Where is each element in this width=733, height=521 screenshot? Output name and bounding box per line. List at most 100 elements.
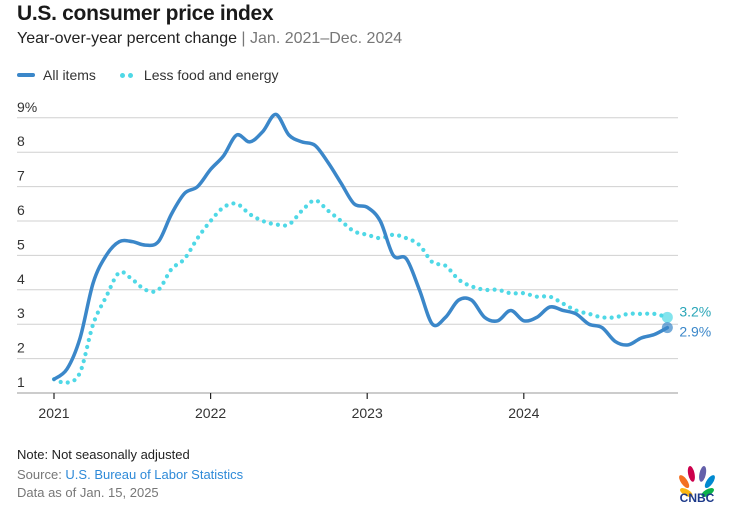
data-point-all-items [457,298,461,302]
data-point-core [235,202,239,206]
data-point-core [287,222,291,226]
end-label-core: 3.2% [679,303,711,319]
source-prefix: Source: [17,467,66,482]
data-point-core [117,271,121,275]
end-labels: 3.2% 2.9% [661,303,711,340]
data-point-all-items [169,212,173,216]
end-marker-core [661,311,673,323]
data-point-core [104,295,108,299]
data-point-all-items [209,167,213,171]
data-point-all-items [352,202,356,206]
footnote: Note: Not seasonally adjusted [17,447,190,462]
x-tick-label: 2024 [508,405,539,421]
data-point-all-items [183,191,187,195]
x-tick-label: 2023 [352,405,383,421]
data-point-all-items [156,240,160,244]
x-tick-label: 2021 [38,405,69,421]
data-point-all-items [130,240,134,244]
data-point-core [470,284,474,288]
data-point-all-items [365,205,369,209]
cnbc-wordmark: CNBC [680,491,715,505]
data-point-core [496,288,500,292]
line-chart: 1 2 3 4 5 6 7 8 9% 2021 2022 2023 2024 3.2% 2.9% [17,99,711,421]
data-point-core [639,312,643,316]
data-point-all-items [535,315,539,319]
data-point-core [391,233,395,237]
data-point-all-items [522,319,526,323]
data-point-core [326,209,330,213]
data-point-all-items [143,243,147,247]
cnbc-logo: CNBC [679,466,715,505]
data-point-core [156,288,160,292]
data-point-core [65,381,69,385]
legend-swatch-solid-line [17,73,35,77]
data-point-all-items [91,281,95,285]
data-point-core [378,236,382,240]
y-tick-label: 9% [17,99,37,115]
data-point-core [522,291,526,295]
data-point-all-items [339,181,343,185]
chart-subtitle: Year-over-year percent change | Jan. 202… [17,30,402,48]
data-point-core [483,288,487,292]
data-point-all-items [248,140,252,144]
series-line-core [51,198,670,385]
data-point-core [430,260,434,264]
data-point-all-items [300,140,304,144]
legend-item-core: Less food and energy [118,67,279,83]
series-layer [51,112,670,385]
data-point-all-items [104,253,108,257]
data-point-all-items [117,240,121,244]
data-point-core [209,219,213,223]
data-point-all-items [444,315,448,319]
y-tick-label: 2 [17,340,25,356]
data-point-core [600,315,604,319]
data-point-core [222,205,226,209]
data-point-core [91,322,95,326]
data-point-all-items [417,288,421,292]
y-tick-label: 1 [17,374,25,390]
data-point-core [457,277,461,281]
data-point-all-items [78,336,82,340]
data-point-core [417,243,421,247]
x-tick-label: 2022 [195,405,226,421]
data-point-core [130,277,134,281]
data-point-all-items [65,367,69,371]
legend-swatch-dotted-line [118,72,136,78]
data-point-core [78,370,82,374]
data-point-core [587,312,591,316]
data-point-all-items [326,161,330,165]
data-point-core [574,308,578,312]
data-point-core [652,312,656,316]
data-point-all-items [287,133,291,137]
data-point-core [561,302,565,306]
nbc-peacock-icon [679,466,715,497]
data-point-all-items [613,339,617,343]
source-link[interactable]: U.S. Bureau of Labor Statistics [65,467,244,482]
source-line: Source: U.S. Bureau of Labor Statistics [17,467,243,482]
data-point-core [248,212,252,216]
data-point-core [183,257,187,261]
data-point-all-items [626,343,630,347]
data-point-core [613,315,617,319]
data-point-all-items [496,319,500,323]
series-line-all-items [52,112,670,381]
y-tick-label: 4 [17,271,25,287]
legend-label-all-items: All items [43,67,96,83]
y-tick-label: 7 [17,168,25,184]
data-point-core [444,264,448,268]
data-point-core [143,288,147,292]
data-point-all-items [430,322,434,326]
data-point-core [548,295,552,299]
subtitle-separator: | [236,30,251,47]
data-point-all-items [587,322,591,326]
y-tick-label: 5 [17,236,25,252]
data-point-all-items [261,130,265,134]
legend-label-core: Less food and energy [143,67,279,83]
data-point-all-items [222,154,226,158]
y-tick-label: 3 [17,305,25,321]
data-point-all-items [313,143,317,147]
legend-item-all-items: All items [17,67,96,83]
chart-title: U.S. consumer price index [17,2,274,25]
data-point-all-items [378,219,382,223]
data-point-all-items [574,312,578,316]
